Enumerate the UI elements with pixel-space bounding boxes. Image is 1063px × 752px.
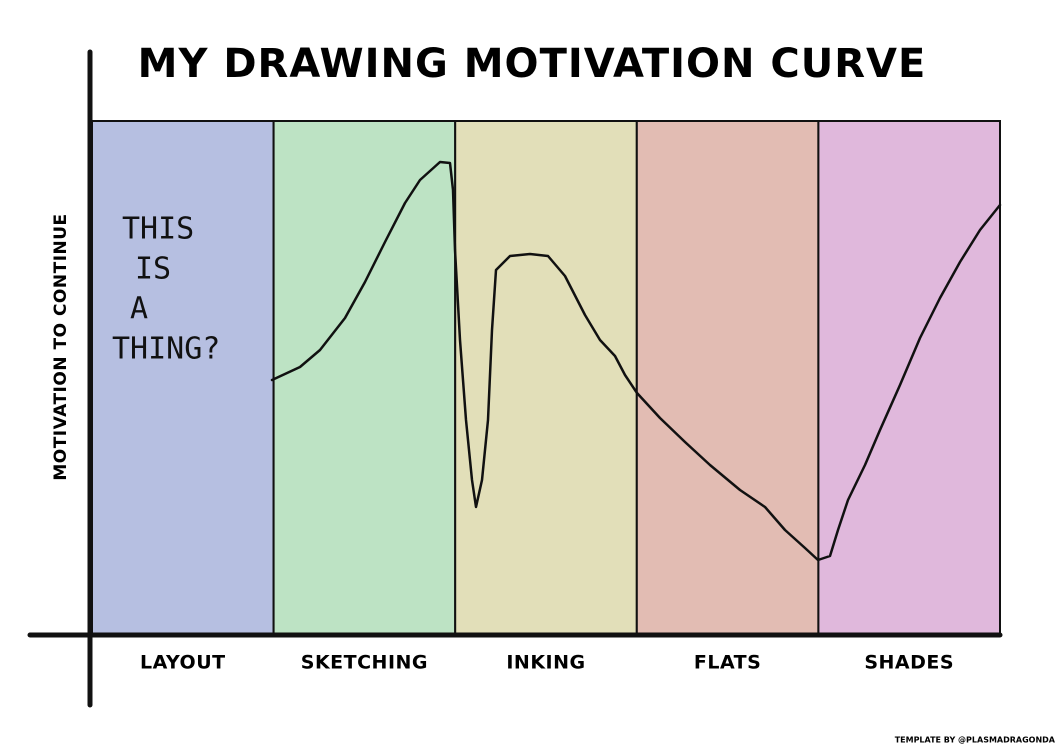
annotation-line: A: [130, 292, 148, 327]
motivation-curve: [270, 160, 1002, 562]
stage-panel: [817, 120, 1002, 635]
stage-label: LAYOUT: [140, 652, 226, 674]
stage-label: SHADES: [864, 652, 954, 674]
annotation-line: THIS: [122, 212, 194, 247]
panels: [91, 120, 1002, 635]
stage-panel: [454, 120, 638, 635]
chart-title: MY DRAWING MOTIVATION CURVE: [138, 41, 927, 87]
annotation: THIS IS A THING?: [112, 212, 220, 367]
stage-panel: [635, 120, 820, 635]
stage-panel: [91, 120, 275, 635]
stage-panel: [272, 120, 457, 635]
credit: TEMPLATE BY @PLASMADRAGONDA: [895, 736, 1056, 745]
stage-label: INKING: [506, 652, 585, 674]
stage-label: SKETCHING: [301, 652, 428, 674]
annotation-line: THING?: [112, 332, 220, 367]
y-axis-label: MOTIVATION TO CONTINUE: [51, 213, 71, 480]
stage-label: FLATS: [694, 652, 761, 674]
annotation-line: IS: [135, 252, 171, 287]
